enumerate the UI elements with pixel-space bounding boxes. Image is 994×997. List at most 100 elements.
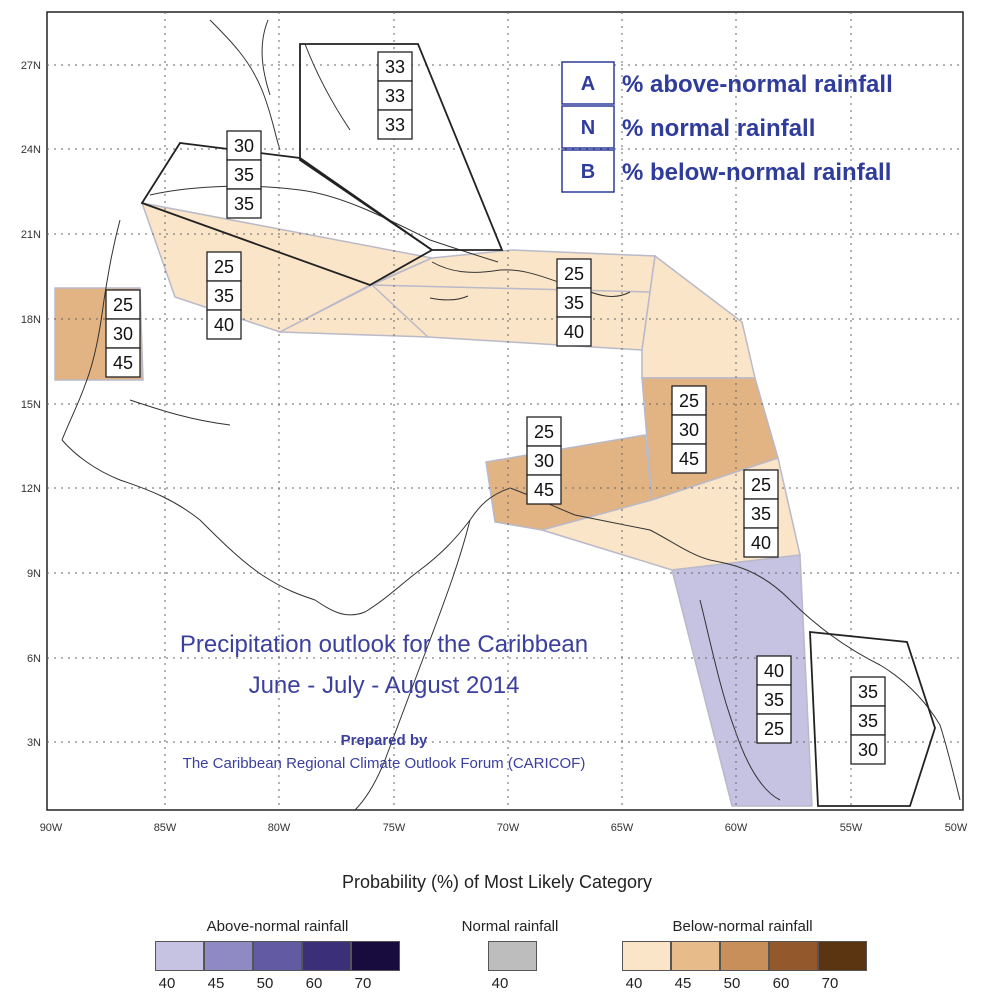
prob-below: 40 [751, 533, 771, 553]
colorscale-swatch-label: 40 [158, 975, 176, 992]
prob-normal: 35 [214, 286, 234, 306]
prob-below: 45 [679, 449, 699, 469]
colorscale-swatch-label: 50 [723, 975, 741, 992]
abn-key-text: % above-normal rainfall [622, 71, 893, 98]
prob-above: 25 [113, 295, 133, 315]
prob-below: 45 [113, 353, 133, 373]
colorscale-swatch [253, 941, 302, 971]
abn-key-letter: N [581, 117, 595, 139]
prob-box-belize: 25 30 45 [105, 289, 141, 378]
colorscale-swatch-label: 70 [821, 975, 839, 992]
lon-label: 90W [40, 822, 63, 834]
colorscale-swatch-label: 45 [674, 975, 692, 992]
abn-key-text: % normal rainfall [622, 115, 815, 142]
lat-label: 21N [21, 229, 41, 241]
colorscale-swatch [671, 941, 720, 971]
prob-normal: 35 [564, 293, 584, 313]
colorscale-swatch [302, 941, 351, 971]
region-cuba [140, 142, 434, 286]
lat-label: 24N [21, 144, 41, 156]
colorscale-swatch-label: 60 [305, 975, 323, 992]
outlook-title: Precipitation outlook for the Caribbean [180, 631, 588, 658]
abn-key-text: % below-normal rainfall [622, 159, 891, 186]
prob-normal: 33 [385, 86, 405, 106]
prob-below: 25 [764, 719, 784, 739]
prob-above: 25 [214, 257, 234, 277]
credit-organization: The Caribbean Regional Climate Outlook F… [183, 755, 586, 772]
uncolored-region-outlines [140, 43, 936, 807]
colorscale-group-normal: Normal rainfall [461, 918, 559, 935]
outlook-period: June - July - August 2014 [249, 672, 520, 699]
prob-above: 40 [764, 661, 784, 681]
credit-prepared-by: Prepared by [341, 732, 428, 749]
lat-label: 15N [21, 399, 41, 411]
region-bahamas [299, 43, 504, 251]
prob-above: 25 [751, 475, 771, 495]
prob-box-hispaniola: 25 35 40 [556, 258, 592, 347]
prob-above: 33 [385, 57, 405, 77]
prob-box-suriname-french-guiana: 35 35 30 [850, 676, 886, 765]
abn-key-letter: A [581, 73, 595, 95]
lon-label: 65W [611, 822, 634, 834]
lat-labels: 27N 24N 21N 18N 15N 12N 9N 6N 3N [21, 60, 41, 749]
lat-label: 6N [27, 653, 41, 665]
colorscale-swatch-label: 70 [354, 975, 372, 992]
prob-box-cuba: 30 35 35 [226, 130, 262, 219]
prob-box-trinidad-windwards: 25 35 40 [743, 469, 779, 558]
colorscale-swatch [351, 941, 400, 971]
colorscale-group-below: Below-normal rainfall [672, 918, 813, 935]
prob-box-bahamas: 33 33 33 [377, 51, 413, 140]
colorscale-group-above: Above-normal rainfall [206, 918, 349, 935]
lat-label: 27N [21, 60, 41, 72]
colorscale-swatch [488, 941, 537, 971]
prob-below: 40 [214, 315, 234, 335]
colorscale-swatch [818, 941, 867, 971]
prob-normal: 30 [679, 420, 699, 440]
colorscale-title: Probability (%) of Most Likely Category [341, 872, 653, 892]
abn-key-letter: B [581, 161, 595, 183]
outlook-map: 27N 24N 21N 18N 15N 12N 9N 6N 3N 90W 85W… [21, 11, 968, 834]
lon-label: 50W [945, 822, 968, 834]
colorscale-swatch-label: 40 [491, 975, 509, 992]
prob-below: 35 [234, 194, 254, 214]
lat-label: 3N [27, 737, 41, 749]
prob-above: 25 [564, 264, 584, 284]
prob-box-cayman-jamaica: 25 35 40 [206, 251, 242, 340]
colorscale-swatch [720, 941, 769, 971]
lon-label: 60W [725, 822, 748, 834]
abn-key: A N B % above-normal rainfall % normal r… [561, 61, 893, 193]
prob-normal: 35 [858, 711, 878, 731]
lon-labels: 90W 85W 80W 75W 70W 65W 60W 55W 50W [40, 822, 968, 834]
prob-above: 25 [534, 422, 554, 442]
prob-normal: 35 [751, 504, 771, 524]
prob-above: 35 [858, 682, 878, 702]
lat-label: 18N [21, 314, 41, 326]
colorscale-swatch-label: 40 [625, 975, 643, 992]
lat-label: 12N [21, 483, 41, 495]
probability-boxes: 33 33 33 30 35 35 25 35 40 25 30 45 25 3… [105, 51, 886, 765]
colorscale-swatch [204, 941, 253, 971]
lon-label: 85W [154, 822, 177, 834]
prob-above: 25 [679, 391, 699, 411]
prob-normal: 30 [534, 451, 554, 471]
lon-label: 55W [840, 822, 863, 834]
prob-normal: 35 [764, 690, 784, 710]
lon-label: 75W [383, 822, 406, 834]
region-trinidad-windwards [539, 457, 801, 571]
graticule [47, 12, 963, 810]
colorscale-swatch-label: 60 [772, 975, 790, 992]
lon-label: 70W [497, 822, 520, 834]
colorscale-swatch [622, 941, 671, 971]
region-suriname-french-guiana [809, 630, 936, 807]
prob-below: 33 [385, 115, 405, 135]
colorscale-swatch-label: 50 [256, 975, 274, 992]
colorscale-swatch-label: 45 [207, 975, 225, 992]
prob-box-leeward-islands: 25 30 45 [671, 385, 707, 474]
lat-label: 9N [27, 568, 41, 580]
prob-box-guyana: 40 35 25 [756, 655, 792, 744]
prob-normal: 30 [113, 324, 133, 344]
prob-below: 40 [564, 322, 584, 342]
colorscale-swatch [769, 941, 818, 971]
colorscale-swatch [155, 941, 204, 971]
prob-normal: 35 [234, 165, 254, 185]
